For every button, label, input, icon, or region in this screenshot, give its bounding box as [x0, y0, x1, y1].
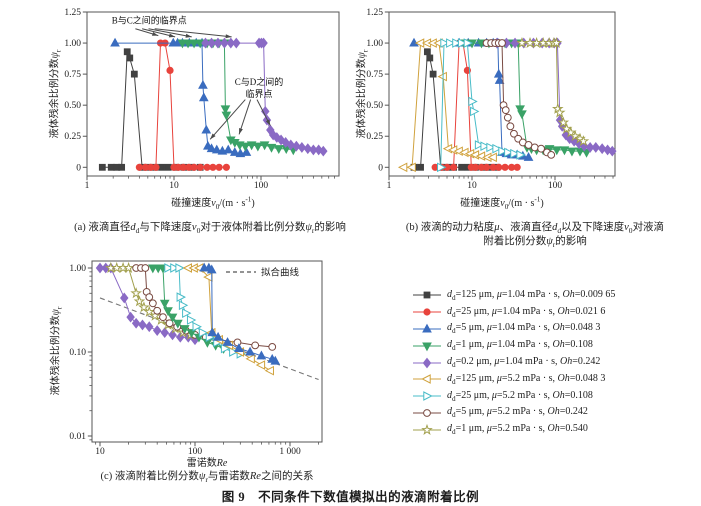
- legend-item-label: dd=0.2 μm, μ=1.04 mPa · s, Oh=0.242: [447, 356, 601, 370]
- olive-open-star-icon: [413, 423, 441, 435]
- svg-text:0: 0: [76, 163, 81, 173]
- legend-item-s1: dd=125 μm, μ=1.04 mPa · s, Oh=0.009 65: [412, 287, 615, 304]
- svg-text:0.75: 0.75: [64, 70, 81, 80]
- legend-item-s5: dd=0.2 μm, μ=1.04 mPa · s, Oh=0.242: [412, 354, 615, 371]
- chart-b-caption-line1: (b) 液滴的动力粘度μ、液滴直径dd以及下降速度v0对液滴: [405, 222, 665, 236]
- svg-text:10: 10: [169, 181, 179, 191]
- chart-a-caption: (a) 液滴直径dd与下降速度v0对于液体附着比例分数ψr的影响: [74, 222, 346, 236]
- chart-a-series-purple-filled-diamond: [201, 37, 328, 157]
- svg-text:C与D之间的: C与D之间的: [235, 76, 284, 87]
- chart-a-series-black-filled-square: [98, 48, 204, 171]
- figure-title: 图 9 不同条件下数值模拟出的液滴附着比例: [221, 490, 480, 504]
- chart-c-xaxis-label: 雷诺数Re: [186, 458, 228, 469]
- svg-text:10: 10: [95, 447, 105, 457]
- chart-c-inner-legend: 拟合曲线: [226, 267, 300, 279]
- legend-item-label: dd=25 μm, μ=1.04 mPa · s, Oh=0.021 6: [447, 305, 606, 319]
- svg-text:1: 1: [387, 181, 392, 191]
- chart-c-series-cyan-open-right-triangle: [164, 263, 247, 359]
- legend-item-label: dd=125 μm, μ=5.2 mPa · s, Oh=0.048 3: [447, 372, 606, 386]
- svg-text:10: 10: [467, 181, 477, 191]
- legend-item-s4: dd=1 μm, μ=1.04 mPa · s, Oh=0.108: [412, 337, 615, 354]
- chart-c-yaxis-label: 液体残余比例分数ψr: [50, 306, 64, 396]
- chart-a-yaxis-label: 液体残余比例分数ψr: [49, 49, 63, 139]
- brown-open-circle-icon: [413, 409, 441, 417]
- svg-text:100: 100: [254, 181, 269, 191]
- svg-text:100: 100: [188, 447, 203, 457]
- purple-filled-diamond-icon: [413, 357, 441, 368]
- svg-text:临界点: 临界点: [246, 88, 273, 99]
- svg-text:1.00: 1.00: [64, 39, 81, 49]
- legend-item-s8: dd=5 μm, μ=5.2 mPa · s, Oh=0.242: [412, 405, 615, 422]
- chart-b-series-purple-filled-diamond: [492, 37, 617, 157]
- chart-c-caption: (c) 液滴附着比例分数ψr与雷诺数Re之间的关系: [100, 471, 314, 485]
- gold-open-left-triangle-icon: [413, 374, 441, 385]
- svg-text:0.25: 0.25: [366, 132, 383, 142]
- chart-a-plot: 1 10 100 0 0.25 0.50 0.75 1.00 1.25 B与C之间的临界点 C与D之…: [64, 8, 340, 191]
- svg-text:1.25: 1.25: [366, 8, 383, 18]
- chart-b-plot: 1 10 100 0 0.25 0.50 0.75 1.00 1.25: [366, 8, 617, 191]
- svg-text:B与C之间的临界点: B与C之间的临界点: [112, 15, 187, 26]
- svg-text:1 000: 1 000: [279, 447, 301, 457]
- svg-text:1.00: 1.00: [69, 264, 86, 274]
- svg-text:拟合曲线: 拟合曲线: [261, 267, 300, 279]
- chart-b-axes: 1 10 100 0 0.25 0.50 0.75 1.00 1.25: [366, 8, 616, 191]
- legend-item-label: dd=5 μm, μ=5.2 mPa · s, Oh=0.242: [447, 406, 588, 420]
- svg-text:0.10: 0.10: [69, 348, 86, 358]
- fit-curve-dashed-line: [99, 297, 319, 381]
- chart-b-series-olive-open-star: [516, 36, 590, 147]
- chart-a-series-red-filled-circle: [135, 39, 230, 171]
- chart-c-axes: 10 100 1 000 1.00 0.10 0.01: [69, 260, 323, 457]
- chart-c-plot: 10 100 1 000 1.00 0.10 0.01 拟合曲线: [69, 260, 323, 457]
- svg-text:0.75: 0.75: [366, 70, 383, 80]
- green-filled-triangle-down-icon: [413, 342, 441, 352]
- svg-text:0.25: 0.25: [64, 132, 81, 142]
- chart-b-series-red-filled-circle: [431, 39, 521, 171]
- chart-a-xaxis-label: 碰撞速度v0/(m · s-1): [171, 195, 255, 211]
- legend-item-s7: dd=25 μm, μ=5.2 mPa · s, Oh=0.108: [412, 388, 615, 405]
- svg-text:100: 100: [548, 181, 563, 191]
- chart-a-series-blue-filled-triangle-up: [110, 37, 252, 158]
- chart-b-yaxis-label: 液体残余比例分数ψr: [356, 49, 370, 139]
- legend-item-s6: dd=125 μm, μ=5.2 mPa · s, Oh=0.048 3: [412, 371, 615, 388]
- chart-b-xaxis-label: 碰撞速度v0/(m · s-1): [460, 195, 544, 211]
- legend-item-label: dd=5 μm, μ=1.04 mPa · s, Oh=0.048 3: [447, 322, 601, 336]
- svg-text:0.01: 0.01: [69, 432, 86, 442]
- series-legend: dd=125 μm, μ=1.04 mPa · s, Oh=0.009 65 dd…: [412, 287, 615, 438]
- svg-text:1.00: 1.00: [366, 39, 383, 49]
- chart-b-series-brown-open-circle: [482, 39, 556, 159]
- cyan-open-right-triangle-icon: [413, 391, 441, 401]
- svg-text:0.50: 0.50: [64, 101, 81, 111]
- blue-filled-triangle-up-icon: [413, 323, 441, 333]
- legend-item-s2: dd=25 μm, μ=1.04 mPa · s, Oh=0.021 6: [412, 304, 615, 321]
- red-filled-circle-icon: [413, 308, 441, 316]
- legend-item-label: dd=1 μm, μ=1.04 mPa · s, Oh=0.108: [447, 339, 593, 353]
- chart-c-series-brown-open-circle: [132, 264, 277, 351]
- chart-c-series-blue-filled-triangle-up: [199, 262, 281, 365]
- svg-text:0.50: 0.50: [366, 101, 383, 111]
- legend-item-label: dd=25 μm, μ=5.2 mPa · s, Oh=0.108: [447, 389, 593, 403]
- svg-text:1: 1: [85, 181, 90, 191]
- chart-a-axes: 1 10 100 0 0.25 0.50 0.75 1.00 1.25: [64, 8, 340, 191]
- black-filled-square-icon: [413, 291, 441, 299]
- chart-b-caption-line2: 附着比例分数ψr的影响: [483, 236, 587, 250]
- svg-text:1.25: 1.25: [64, 8, 81, 18]
- legend-item-s9: dd=1 μm, μ=5.2 mPa · s, Oh=0.540: [412, 421, 615, 438]
- legend-item-s3: dd=5 μm, μ=1.04 mPa · s, Oh=0.048 3: [412, 321, 615, 338]
- chart-b-series-gold-open-left-triangle: [397, 38, 497, 173]
- legend-item-label: dd=125 μm, μ=1.04 mPa · s, Oh=0.009 65: [447, 288, 616, 302]
- svg-text:0: 0: [378, 163, 383, 173]
- legend-item-label: dd=1 μm, μ=5.2 mPa · s, Oh=0.540: [447, 423, 588, 437]
- chart-b-series-cyan-open-right-triangle: [437, 38, 526, 173]
